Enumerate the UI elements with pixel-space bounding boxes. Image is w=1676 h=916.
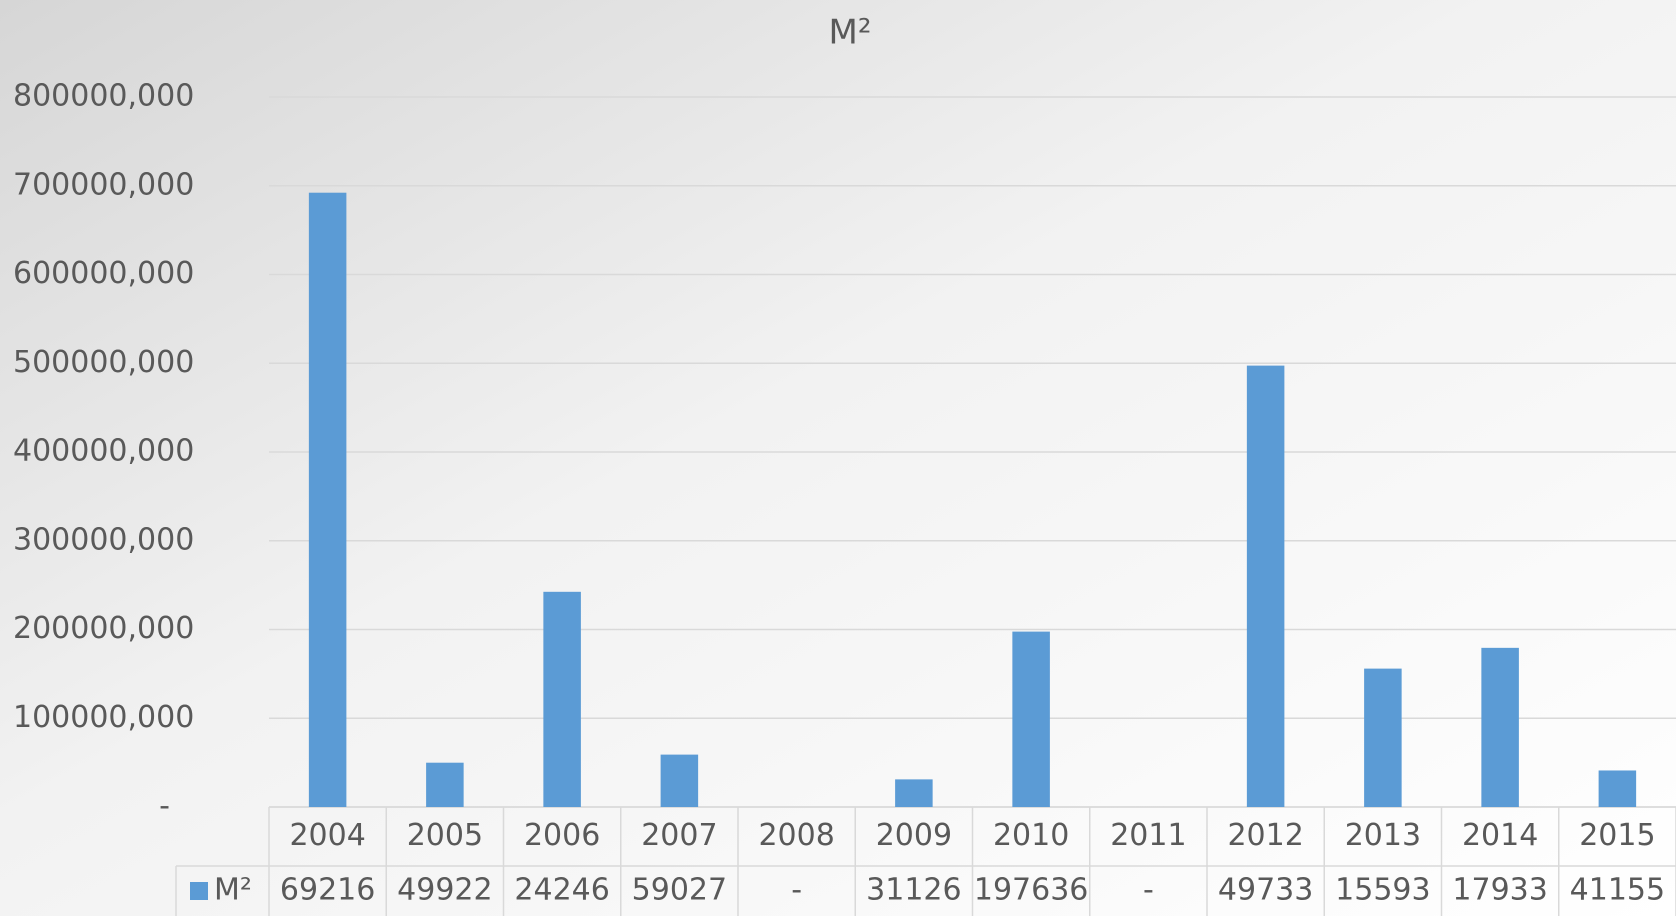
x-tick-label: 2004 [289,818,365,853]
y-tick-label: 200000,000 [13,611,194,646]
x-tick-label: 2005 [407,818,483,853]
y-tick-label: 800000,000 [13,79,194,114]
x-tick-label: 2013 [1345,818,1421,853]
y-tick-label: 100000,000 [13,700,194,735]
x-tick-label: 2011 [1110,818,1186,853]
y-tick-label: 500000,000 [13,345,194,380]
table-value: 69216 [280,873,375,908]
bar [1364,668,1402,807]
x-tick-label: 2010 [993,818,1069,853]
bar [1246,365,1285,807]
table-value: - [791,873,802,908]
table-value: 15593 [1335,873,1430,908]
x-tick-label: 2012 [1227,818,1303,853]
table-value: - [1143,873,1154,908]
legend-label: M² [214,873,252,908]
table-value: 49922 [397,873,492,908]
x-tick-label: 2015 [1579,818,1655,853]
x-tick-label: 2006 [524,818,600,853]
table-value: 17933 [1452,873,1547,908]
bar [1012,631,1050,807]
y-tick-label: 600000,000 [13,256,194,291]
table-value: 24246 [514,873,609,908]
bar [543,591,581,807]
bar [660,754,699,807]
x-tick-label: 2009 [876,818,952,853]
y-tick-label: 400000,000 [13,434,194,469]
bar [895,779,933,807]
chart-title: M² [829,13,872,53]
y-tick-label: 300000,000 [13,522,194,557]
bar [1598,770,1637,807]
table-value: 197636 [974,873,1089,908]
bar [426,762,464,807]
x-tick-label: 2007 [641,818,717,853]
bar [308,192,347,807]
table-value: 41155 [1570,873,1665,908]
x-tick-label: 2008 [758,818,834,853]
legend-key [190,882,208,900]
bar [1481,647,1519,807]
table-value: 59027 [632,873,727,908]
x-tick-label: 2014 [1462,818,1538,853]
y-tick-label: 700000,000 [13,167,194,202]
y-tick-label: - [159,789,170,824]
table-value: 49733 [1218,873,1313,908]
table-value: 31126 [866,873,961,908]
